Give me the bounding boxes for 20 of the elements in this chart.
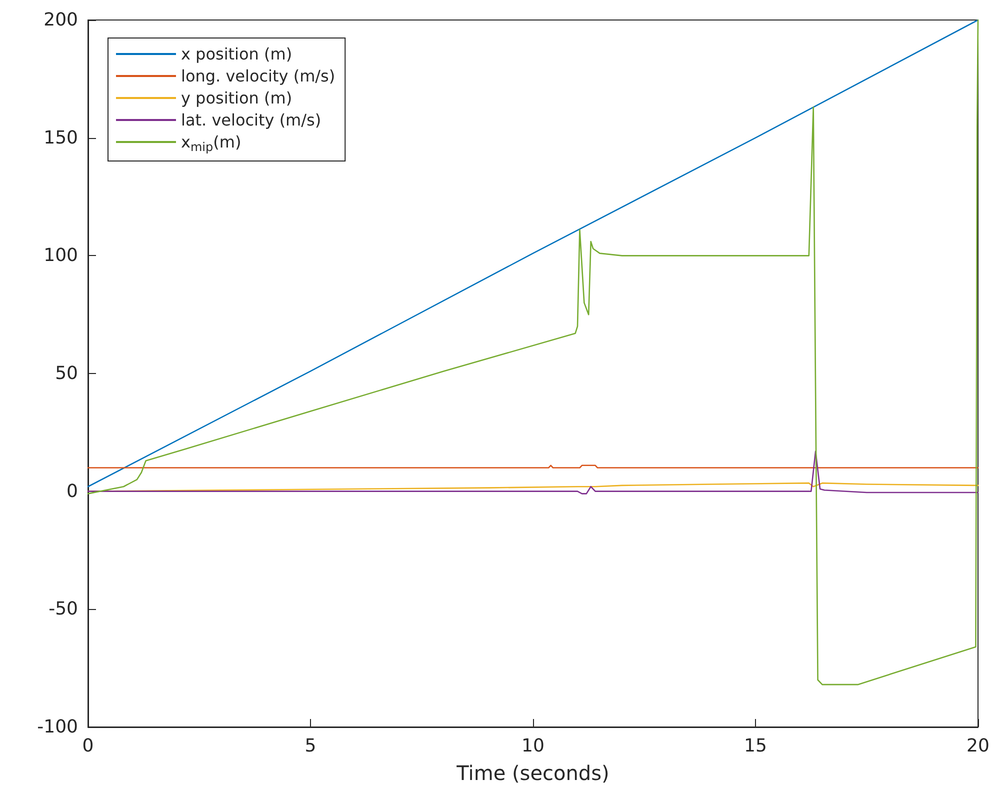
line-series (87, 19, 979, 686)
y-tick-label: 150 (44, 127, 78, 148)
x-tick-label: 20 (966, 736, 990, 756)
legend-label: y position (m) (181, 88, 292, 108)
y-tick-label: 0 (66, 480, 78, 502)
x-tick-label: 5 (304, 736, 316, 756)
line-series (87, 19, 979, 488)
x-tick-label: 15 (744, 736, 767, 756)
y-tick-label: 100 (44, 245, 78, 266)
y-tick-label: -100 (37, 716, 78, 738)
legend-label: lat. velocity (m/s) (181, 110, 322, 130)
legend-label: x position (m) (181, 44, 292, 64)
legend-label: long. velocity (m/s) (181, 66, 336, 86)
x-tick-label: 10 (522, 736, 544, 756)
y-tick-label: 200 (44, 10, 78, 30)
y-tick-label: -50 (48, 598, 78, 620)
line-series (87, 450, 979, 494)
y-tick-label: 50 (55, 363, 78, 384)
x-axis-title: Time (seconds) (456, 761, 610, 785)
x-tick-label: 0 (82, 736, 94, 756)
